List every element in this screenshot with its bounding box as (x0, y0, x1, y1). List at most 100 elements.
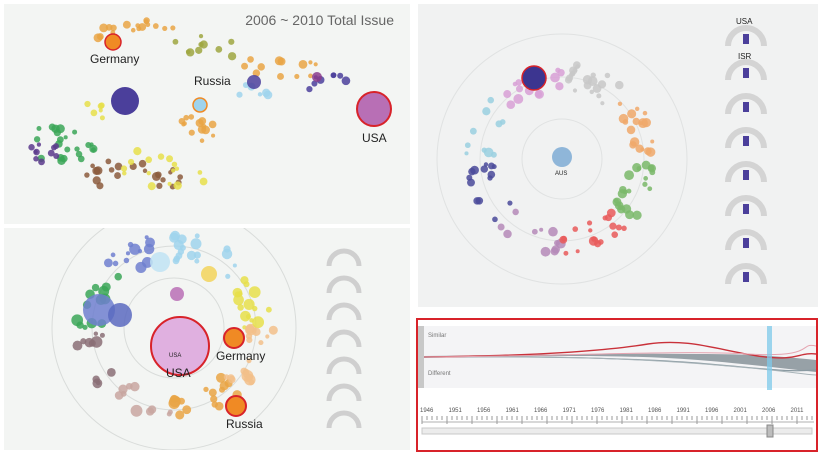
issue-bubble[interactable] (201, 123, 207, 129)
issue-bubble[interactable] (588, 228, 593, 233)
issue-bubble[interactable] (469, 127, 477, 135)
issue-bubble[interactable] (145, 237, 155, 248)
range-slider-handle[interactable] (766, 424, 774, 438)
issue-bubble[interactable] (135, 261, 147, 273)
issue-bubble[interactable] (97, 34, 103, 41)
issue-bubble[interactable] (28, 144, 35, 151)
issue-bubble[interactable] (649, 169, 656, 176)
usa-bubble[interactable] (356, 91, 392, 127)
issue-bubble[interactable] (632, 117, 640, 126)
issue-bubble[interactable] (252, 305, 258, 312)
issue-bubble[interactable] (237, 304, 244, 311)
issue-bubble[interactable] (38, 158, 45, 166)
issue-bubble[interactable] (617, 189, 627, 199)
issue-bubble[interactable] (75, 150, 83, 158)
issue-bubble[interactable] (198, 41, 204, 48)
issue-bubble[interactable] (120, 390, 127, 397)
issue-bubble[interactable] (232, 287, 243, 298)
issue-bubble[interactable] (127, 158, 135, 166)
issue-bubble-medium[interactable] (201, 266, 217, 282)
issue-bubble[interactable] (223, 374, 230, 380)
issue-bubble[interactable] (33, 149, 38, 154)
range-slider-track[interactable] (421, 427, 813, 435)
issue-bubble[interactable] (506, 100, 516, 110)
issue-bubble[interactable] (99, 115, 105, 121)
issue-bubble[interactable] (298, 59, 308, 69)
issue-bubble[interactable] (72, 129, 78, 135)
issue-bubble[interactable] (182, 121, 187, 126)
issue-bubble[interactable] (123, 257, 130, 264)
issue-bubble[interactable] (480, 165, 489, 173)
issue-bubble[interactable] (600, 101, 605, 106)
issue-bubble[interactable] (96, 182, 104, 190)
issue-bubble[interactable] (208, 388, 217, 397)
issue-bubble[interactable] (627, 109, 637, 119)
issue-bubble[interactable] (575, 249, 580, 254)
issue-bubble[interactable] (112, 260, 119, 267)
issue-bubble[interactable] (306, 85, 313, 93)
issue-bubble[interactable] (162, 25, 168, 32)
russia-bubble[interactable] (225, 395, 247, 417)
issue-bubble[interactable] (105, 24, 113, 31)
issue-bubble[interactable] (63, 135, 68, 140)
issue-bubble[interactable] (228, 375, 236, 384)
issue-bubble[interactable] (606, 208, 616, 218)
issue-bubble-medium[interactable] (312, 72, 322, 82)
issue-bubble[interactable] (248, 286, 261, 298)
panel-handle[interactable] (418, 326, 424, 388)
issue-bubble[interactable] (36, 142, 42, 147)
issue-bubble[interactable] (114, 272, 122, 281)
germany-bubble[interactable] (223, 327, 245, 349)
issue-bubble[interactable] (624, 170, 635, 181)
issue-bubble[interactable] (602, 215, 608, 221)
issue-bubble[interactable] (146, 171, 151, 176)
germany-bubble[interactable] (104, 33, 122, 51)
issue-bubble[interactable] (197, 170, 203, 175)
issue-bubble[interactable] (166, 411, 172, 417)
issue-bubble[interactable] (313, 62, 318, 67)
issue-bubble[interactable] (90, 109, 98, 117)
issue-bubble[interactable] (99, 23, 109, 33)
issue-bubble[interactable] (183, 114, 190, 121)
issue-bubble[interactable] (647, 186, 653, 192)
issue-bubble[interactable] (195, 46, 203, 54)
issue-bubble[interactable] (642, 181, 648, 187)
time-cursor[interactable] (767, 326, 772, 390)
usa-center-bubble[interactable] (150, 316, 210, 376)
issue-bubble[interactable] (497, 223, 505, 231)
issue-bubble[interactable] (120, 165, 128, 172)
issue-bubble[interactable] (466, 174, 473, 181)
issue-bubble[interactable] (609, 222, 617, 230)
issue-bubble[interactable] (617, 101, 623, 106)
issue-bubble[interactable] (199, 177, 208, 186)
issue-bubble[interactable] (194, 258, 200, 264)
issue-bubble[interactable] (84, 100, 91, 108)
issue-bubble[interactable] (277, 57, 286, 66)
issue-bubble[interactable] (188, 129, 195, 136)
issue-bubble[interactable] (262, 88, 271, 97)
issue-bubble[interactable] (211, 133, 216, 138)
issue-bubble[interactable] (166, 155, 174, 163)
issue-bubble[interactable] (611, 231, 619, 238)
issue-bubble[interactable] (626, 188, 632, 194)
issue-bubble[interactable] (130, 27, 136, 33)
issue-bubble[interactable] (561, 235, 567, 242)
issue-bubble[interactable] (572, 226, 579, 232)
issue-bubble[interactable] (268, 325, 278, 335)
issue-bubble[interactable] (248, 379, 255, 386)
issue-bubble[interactable] (589, 89, 595, 95)
issue-bubble[interactable] (582, 75, 593, 85)
issue-bubble[interactable] (503, 229, 512, 239)
issue-bubble[interactable] (203, 386, 209, 393)
issue-bubble[interactable] (143, 19, 149, 25)
issue-bubble[interactable] (515, 79, 523, 86)
issue-bubble[interactable] (227, 52, 237, 61)
issue-bubble[interactable] (531, 228, 538, 235)
issue-bubble[interactable] (643, 176, 649, 181)
issue-bubble[interactable] (308, 73, 313, 79)
issue-bubble[interactable] (172, 38, 179, 45)
issue-bubble[interactable] (626, 125, 636, 135)
issue-bubble[interactable] (492, 216, 498, 223)
issue-bubble[interactable] (228, 38, 235, 45)
issue-bubble[interactable] (74, 146, 80, 152)
